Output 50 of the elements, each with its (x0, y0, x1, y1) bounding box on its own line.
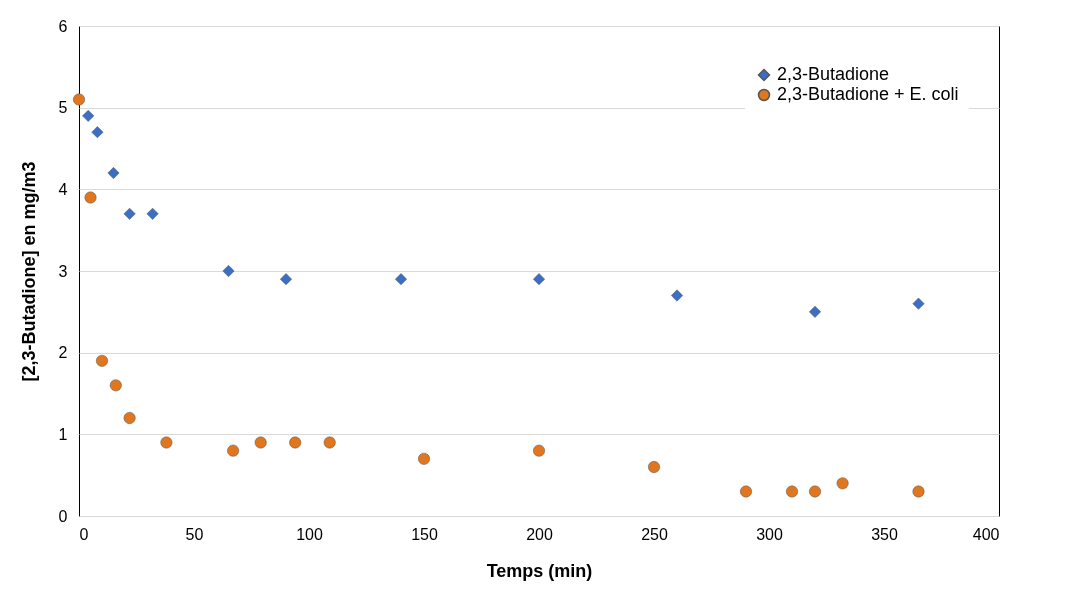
point (912, 485, 925, 498)
point (648, 461, 660, 473)
point (107, 167, 120, 179)
point (222, 265, 235, 277)
point (84, 191, 97, 204)
point (740, 485, 752, 498)
point (160, 436, 173, 449)
point (418, 452, 430, 465)
x-tick-label: 100 (296, 525, 323, 543)
point (671, 289, 683, 302)
point (73, 93, 85, 106)
x-tick-label: 50 (185, 525, 204, 543)
point (96, 354, 108, 367)
y-axis-title: [2,3-Butadione] en mg/m3 (18, 161, 39, 382)
y-tick-label: 1 (58, 425, 68, 443)
point (836, 477, 849, 490)
y-tick-label: 4 (58, 180, 68, 198)
point (533, 273, 545, 286)
point (82, 109, 95, 122)
x-axis-title: Temps (min) (486, 560, 593, 581)
y-tick-label: 5 (58, 99, 68, 117)
legend-label: 2,3-Butadione + E. coli (777, 84, 959, 104)
x-tick-label: 200 (526, 525, 553, 543)
point (227, 444, 240, 457)
x-tick-label: 400 (972, 525, 1000, 543)
point (123, 207, 136, 220)
point (254, 436, 267, 449)
point (123, 412, 136, 424)
point (109, 379, 122, 392)
x-tick-label: 300 (756, 525, 783, 543)
y-tick-label: 3 (58, 262, 68, 280)
legend-label: 2,3-Butadione (777, 64, 890, 84)
x-tick-label: 350 (871, 525, 898, 543)
point (323, 436, 336, 449)
point (146, 207, 159, 220)
point (809, 485, 821, 498)
point (912, 297, 925, 310)
point (289, 436, 302, 449)
x-tick-label: 250 (641, 525, 668, 543)
point (786, 485, 798, 498)
point (533, 444, 545, 457)
point (395, 273, 407, 286)
point (91, 126, 104, 139)
y-tick-label: 6 (58, 17, 68, 35)
x-tick-label: 150 (411, 525, 438, 543)
x-tick-label: 0 (79, 525, 89, 543)
y-tick-label: 0 (58, 507, 68, 525)
point (809, 305, 821, 318)
point (280, 273, 292, 286)
y-tick-label: 2 (58, 344, 68, 362)
